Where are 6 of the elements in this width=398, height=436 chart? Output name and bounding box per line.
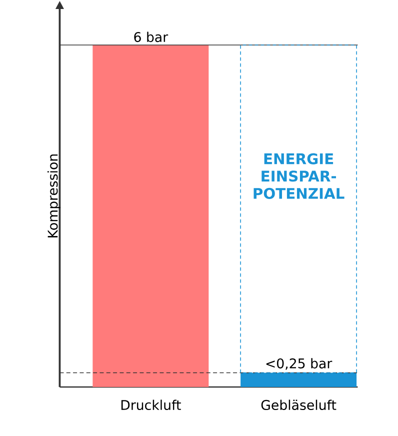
y-axis-title: Kompression (48, 154, 60, 238)
data-label: <0,25 bar (266, 358, 332, 370)
x-tick-label: Gebläseluft (262, 400, 336, 410)
annotation: ENERGIE EINSPAR-POTENZIAL (254, 153, 344, 199)
data-label: 6 bar (134, 32, 168, 42)
x-tick-label: Druckluft (122, 400, 182, 410)
